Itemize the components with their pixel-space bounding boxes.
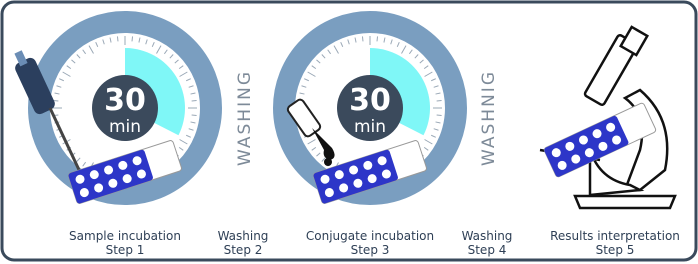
timer-unit: min [354,117,386,137]
step-label: Washing [462,229,513,243]
timer-tick [437,115,442,116]
timer-value: 30 [349,83,391,118]
timer-tick [377,36,378,41]
timer-tick [117,36,118,41]
step-number: Step 4 [468,243,507,257]
diagram: 30min30min WASHING WASHNIG Sample incuba… [0,0,698,264]
step-label: Conjugate incubation [306,229,434,243]
timer-tick [53,100,58,101]
washing-label: WASHNIG [479,70,499,166]
step-number: Step 2 [224,243,263,257]
timer-tick [362,36,363,41]
washing-label: WASHING [235,70,255,166]
timer-tick [192,100,197,101]
step-number: Step 1 [106,243,145,257]
timer-tick [437,100,442,101]
timer-value: 30 [104,83,146,118]
step-label: Results interpretation [550,229,680,243]
step-label: Sample incubation [69,229,181,243]
step-number: Step 3 [351,243,390,257]
step-label: Washing [218,229,269,243]
timer-unit: min [109,117,141,137]
timer-tick [132,36,133,41]
timer-tick [192,115,197,116]
step-number: Step 5 [596,243,635,257]
